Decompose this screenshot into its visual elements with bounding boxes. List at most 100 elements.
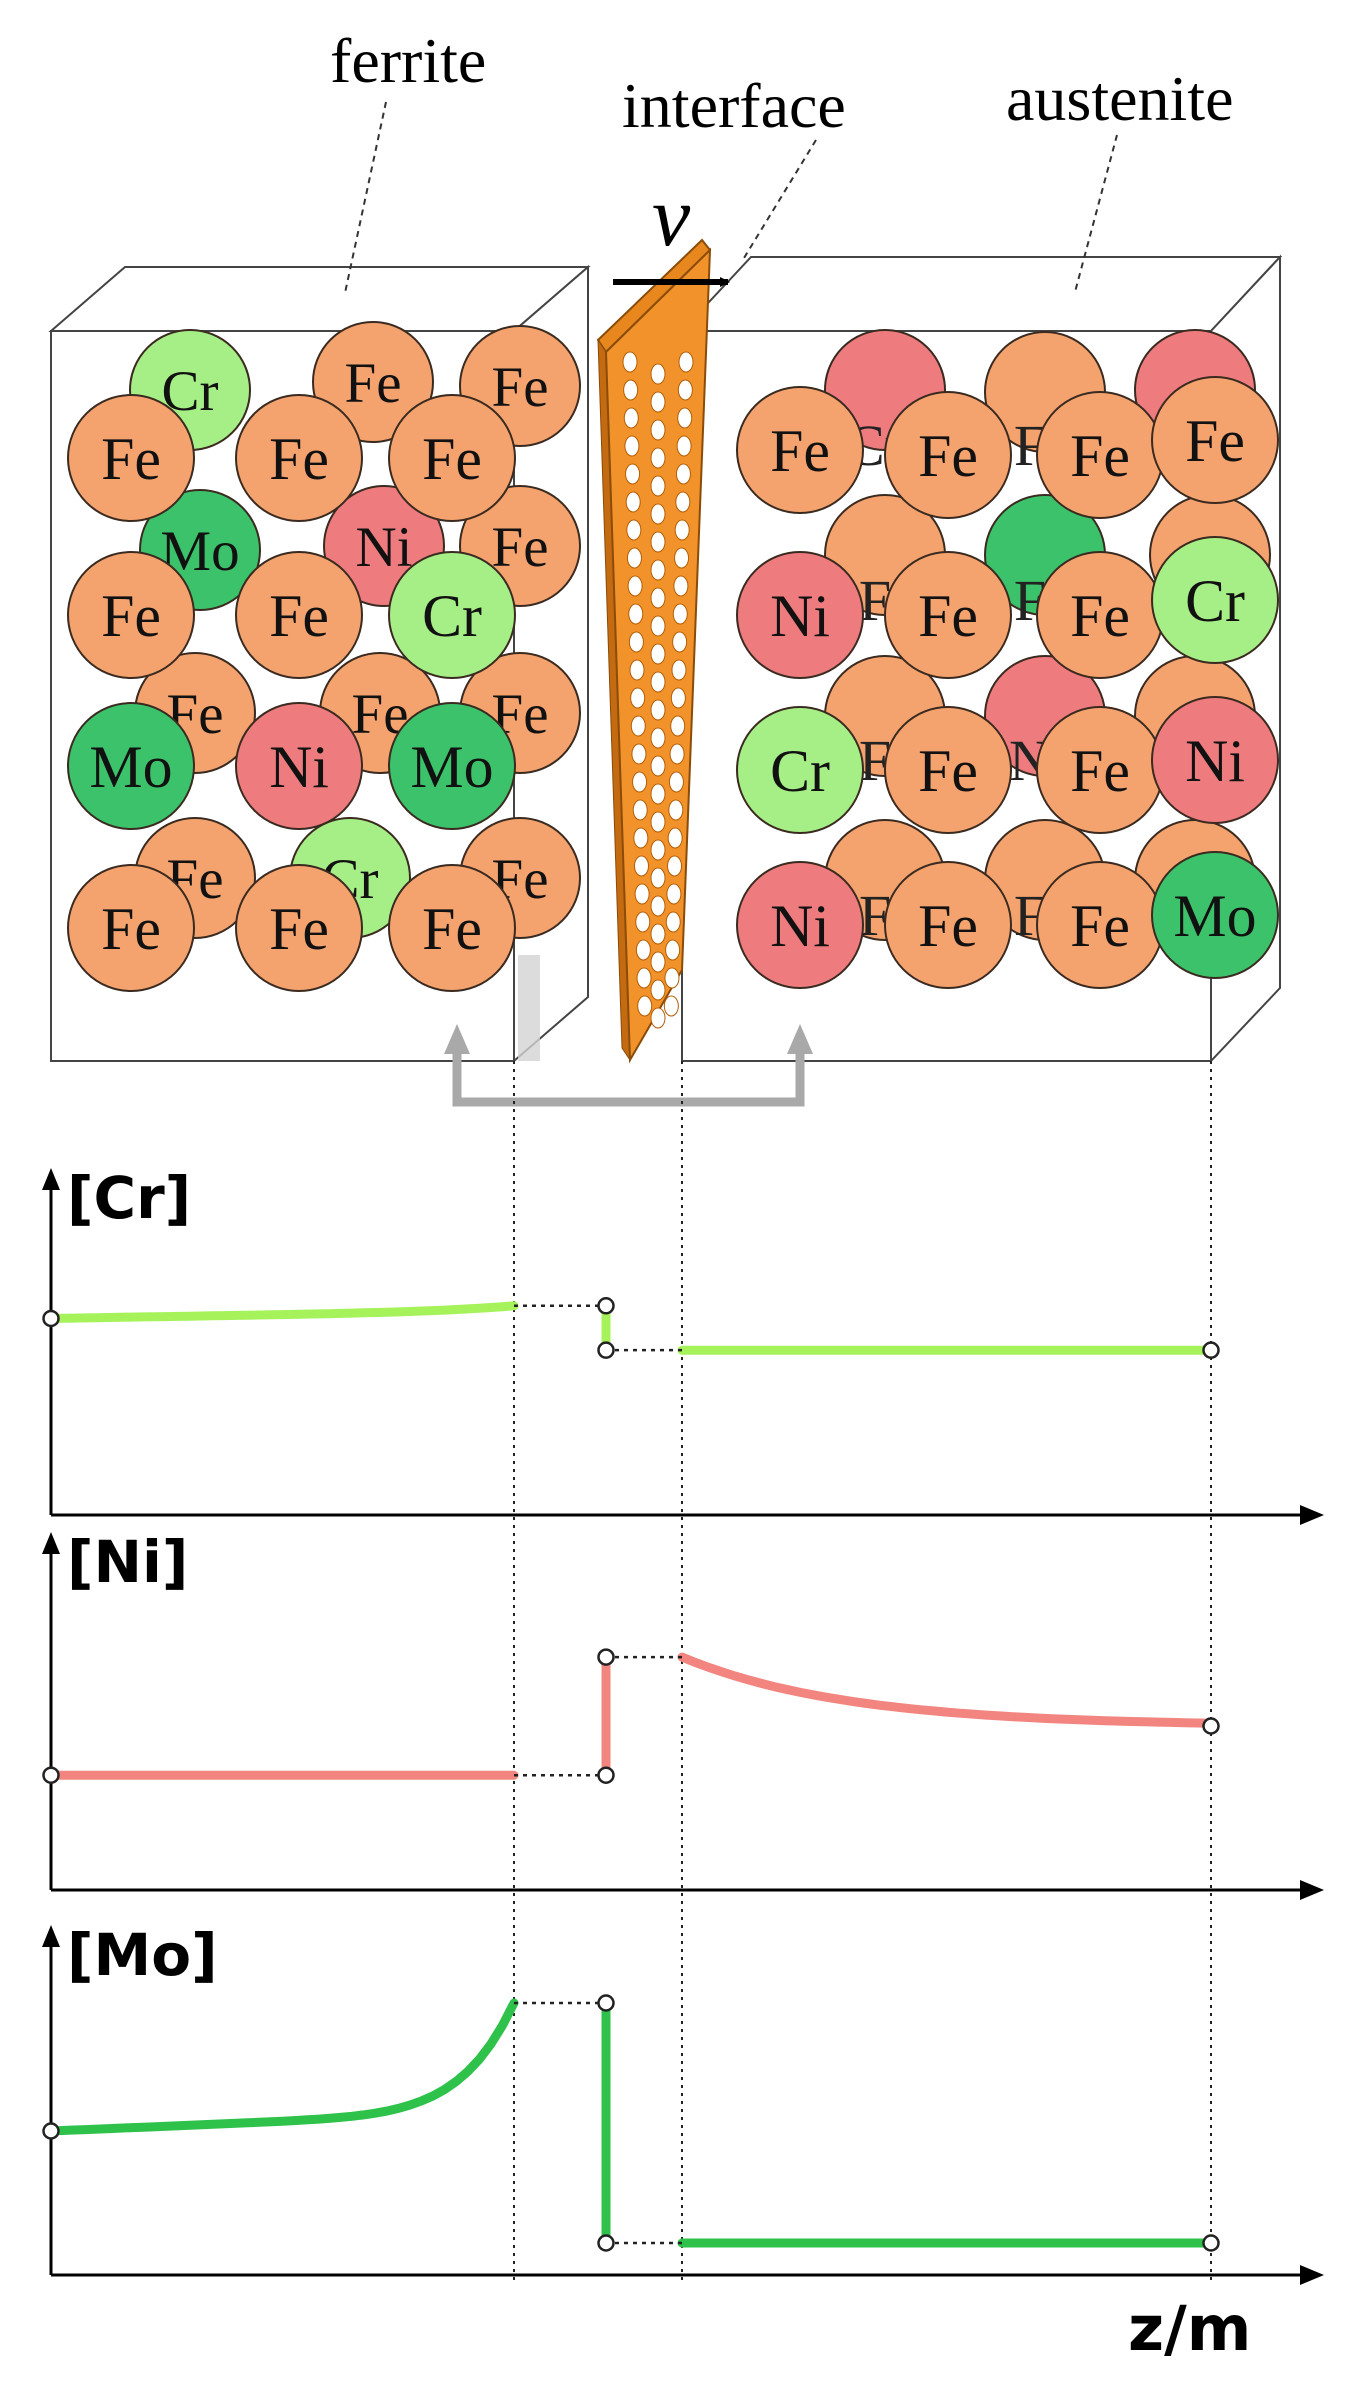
interface-leader-line [743, 139, 817, 259]
atom-symbol: Fe [1070, 893, 1130, 959]
interface-hole [623, 379, 639, 401]
profile-marker [597, 1766, 615, 1784]
interface-hole [677, 379, 693, 401]
interface-hole [636, 967, 652, 989]
interface-hole [650, 531, 666, 553]
x-axis-arrowhead [1300, 1880, 1324, 1900]
atom-symbol: Fe [770, 418, 830, 484]
atom-symbol: Fe [101, 426, 161, 492]
profile-marker [1202, 1341, 1220, 1359]
atom-symbol: Fe [345, 352, 402, 415]
interface-hole [650, 699, 666, 721]
atom-symbol: Cr [1185, 568, 1245, 634]
interface-hole [635, 939, 651, 961]
x-axis-label: z/m [1128, 2292, 1251, 2365]
interface-hole [650, 895, 666, 917]
austenite-leader-line [1074, 134, 1118, 293]
atom-symbol: Fe [1070, 583, 1130, 649]
interface-hole [672, 631, 688, 653]
interface-hole [667, 827, 683, 849]
y-axis-label: [Cr] [67, 1164, 191, 1232]
atom-symbol: Ni [356, 516, 413, 579]
interface-hole [625, 491, 641, 513]
atom-symbol: Fe [918, 423, 978, 489]
interface-hole [650, 559, 666, 581]
atom-symbol: Fe [269, 896, 329, 962]
interface-plate [596, 238, 712, 1064]
atom-cr: Cr [736, 706, 864, 834]
atom-cr: Cr [388, 551, 516, 679]
interface-hole [672, 603, 688, 625]
ferrite-profile-line [46, 1998, 519, 2136]
interface-hole [666, 883, 682, 905]
interface-hole [630, 715, 646, 737]
y-axis-label: [Ni] [67, 1528, 188, 1596]
interface-hole [677, 407, 693, 429]
atom-fe: Fe [67, 864, 195, 992]
interface-hole [650, 419, 666, 441]
profile-panel-mo: [Mo] [42, 1921, 1324, 2285]
interface-hole [637, 995, 653, 1017]
y-axis-arrowhead [42, 1925, 60, 1947]
profile-panel-cr: [Cr] [42, 1164, 1324, 1525]
interface-hole [667, 855, 683, 877]
profile-marker [597, 1297, 615, 1315]
atom-symbol: Fe [101, 583, 161, 649]
interface-hole [633, 855, 649, 877]
atom-fe: Fe [235, 551, 363, 679]
interface-holes [622, 351, 694, 1029]
interface-hole [650, 391, 666, 413]
profile-marker [1202, 1717, 1220, 1735]
atom-symbol: Fe [422, 896, 482, 962]
atom-fe: Fe [67, 394, 195, 522]
profile-marker [42, 2122, 60, 2140]
interface-hole [669, 743, 685, 765]
velocity-label: v [652, 168, 691, 264]
interface-hole [664, 967, 680, 989]
atom-fe: Fe [1036, 551, 1164, 679]
x-axis-arrowhead [1300, 2265, 1324, 2285]
interface-hole [650, 615, 666, 637]
atom-symbol: Mo [1173, 883, 1256, 949]
interface-hole [650, 447, 666, 469]
phase-schematic: Cr Fe Fe Mo Ni Fe Fe Fe Fe Fe Cr Fe Fe Fe Fe Fe Fe Cr Mo Ni… [48, 25, 1283, 1107]
interface-hole [650, 867, 666, 889]
atom-symbol: Fe [492, 356, 549, 419]
atom-symbol: Ni [770, 893, 830, 959]
interface-hole [674, 547, 690, 569]
interface-hole [673, 575, 689, 597]
interface-hole [650, 755, 666, 777]
atom-symbol: Fe [1070, 738, 1130, 804]
interface-hole [626, 519, 642, 541]
interface-hole [629, 659, 645, 681]
interface-hole [632, 771, 648, 793]
atom-symbol: Fe [918, 738, 978, 804]
interface-hole [632, 799, 648, 821]
interface-hole [628, 631, 644, 653]
interface-label: interface [622, 70, 846, 141]
austenite-block: CrFFFFFNFFFFFFeFeFeFeNiFeFeCrCrFeFeNiNiF… [679, 254, 1283, 1064]
ferrite-leader-line [344, 101, 387, 294]
atom-symbol: Fe [101, 896, 161, 962]
atom-symbol: Cr [422, 583, 482, 649]
atom-mo: Mo [388, 702, 516, 830]
interface-hole [650, 979, 666, 1001]
atom-symbol: Mo [89, 734, 172, 800]
interface-hole [650, 475, 666, 497]
interface-hole [678, 351, 694, 373]
interface-hole [627, 575, 643, 597]
interface-hole [625, 463, 641, 485]
atom-fe: Fe [1036, 391, 1164, 519]
atom-fe: Fe [388, 864, 516, 992]
atom-mo: Mo [67, 702, 195, 830]
profile-marker [597, 2234, 615, 2252]
interface-hole [634, 883, 650, 905]
interface-hole [670, 687, 686, 709]
atom-symbol: Fe [269, 583, 329, 649]
y-axis-arrowhead [42, 1532, 60, 1554]
atom-symbol: Ni [1185, 728, 1245, 794]
atom-fe: Fe [67, 551, 195, 679]
interface-hole [650, 1007, 666, 1029]
interface-hole [633, 827, 649, 849]
